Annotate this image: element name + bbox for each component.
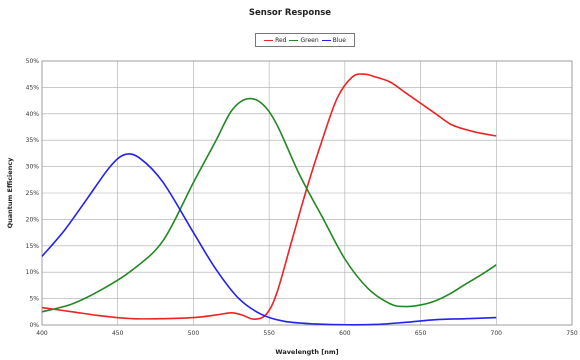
y-axis-title: Quantum Efficiency [6,157,14,229]
y-tick-label: 10% [26,269,40,276]
y-tick-label: 15% [26,243,40,250]
tick-labels: 400 450 500 550 600 650 700 750 0% 5% 10% 15% 20% 25%… [26,58,578,337]
legend-label-green: Green [300,36,319,44]
y-tick-label: 45% [26,84,40,91]
legend-label-blue: Blue [332,36,346,44]
y-tick-label: 25% [26,190,40,197]
series-line-blue [41,153,497,326]
x-tick-label: 550 [263,330,275,337]
x-tick-label: 450 [112,330,124,337]
y-tick-label: 5% [29,296,39,303]
chart-title: Sensor Response [248,8,332,18]
y-tick-label: 30% [26,164,40,171]
x-tick-label: 650 [415,330,427,337]
legend-item-blue: Blue [321,36,346,44]
series-line-green [41,97,497,313]
x-axis-title: Wavelength [nm] [275,348,338,356]
grid [42,61,572,325]
legend-item-green: Green [289,36,319,44]
y-tick-label: 0% [29,322,39,329]
y-tick-label: 50% [26,58,40,65]
series-lines [41,73,497,326]
y-tick-label: 20% [26,216,40,223]
legend-swatch-red [264,39,274,41]
x-tick-label: 700 [491,330,503,337]
y-tick-label: 35% [26,137,40,144]
legend-swatch-green [289,39,299,41]
legend-swatch-blue [321,39,331,41]
legend: Red Green Blue [255,33,355,47]
x-tick-label: 400 [36,330,48,337]
x-tick-label: 750 [566,330,578,337]
legend-label-red: Red [275,36,287,44]
y-tick-label: 40% [26,111,40,118]
x-tick-label: 500 [188,330,200,337]
x-tick-label: 600 [339,330,351,337]
legend-item-red: Red [264,37,286,44]
